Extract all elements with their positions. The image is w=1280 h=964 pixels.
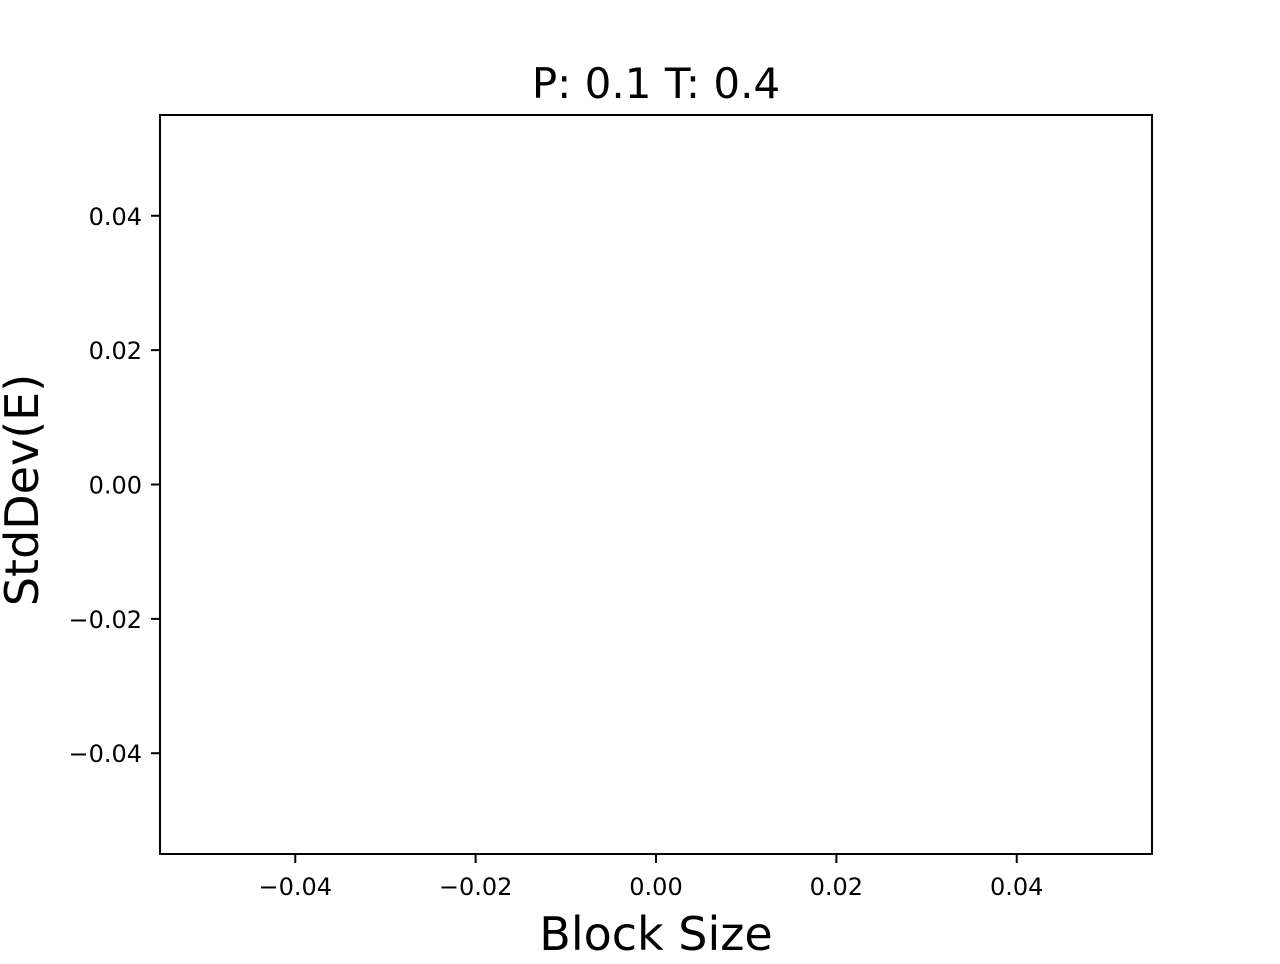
x-tick-label: −0.04 (258, 873, 332, 901)
y-tick-label: −0.02 (68, 606, 142, 634)
x-tick-label: −0.02 (439, 873, 513, 901)
y-tick-label: 0.02 (89, 337, 142, 365)
x-tick-label: 0.00 (629, 873, 682, 901)
y-tick-label: 0.00 (89, 472, 142, 500)
x-tick-label: 0.02 (810, 873, 863, 901)
y-tick-label: −0.04 (68, 740, 142, 768)
x-axis-ticks: −0.04 −0.02 0.00 0.02 0.04 (258, 854, 1043, 901)
x-tick-label: 0.04 (990, 873, 1043, 901)
y-axis-ticks: −0.04 −0.02 0.00 0.02 0.04 (68, 203, 160, 768)
y-axis-label: StdDev(E) (0, 374, 49, 606)
chart-title: P: 0.1 T: 0.4 (532, 59, 780, 108)
y-tick-label: 0.04 (89, 203, 142, 231)
x-axis-label: Block Size (539, 907, 772, 960)
